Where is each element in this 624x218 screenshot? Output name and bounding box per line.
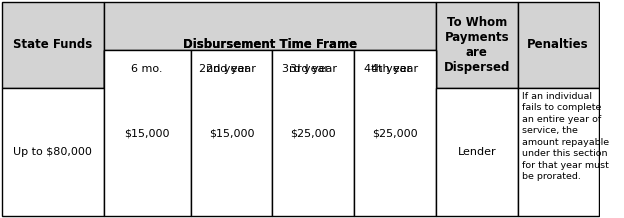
Bar: [104, 50, 190, 88]
Text: 4th year: 4th year: [364, 64, 411, 74]
Bar: [104, 50, 190, 216]
Text: Disbursement Time Frame: Disbursement Time Frame: [183, 39, 357, 51]
Bar: [272, 50, 354, 88]
Text: Up to $80,000: Up to $80,000: [14, 147, 92, 157]
Bar: [354, 50, 436, 216]
Text: Disbursement Time Frame: Disbursement Time Frame: [183, 39, 357, 51]
Bar: [518, 2, 598, 88]
Bar: [2, 88, 104, 216]
Bar: [354, 50, 436, 88]
Text: Lender: Lender: [457, 147, 496, 157]
Text: State Funds: State Funds: [13, 39, 92, 51]
Text: $15,000: $15,000: [208, 128, 254, 138]
Text: $15,000: $15,000: [124, 128, 170, 138]
Text: Penalties: Penalties: [527, 39, 589, 51]
Text: 4th year: 4th year: [371, 64, 419, 74]
Text: 2nd year: 2nd year: [207, 64, 256, 74]
Bar: [518, 88, 598, 216]
Bar: [436, 88, 518, 216]
Text: $25,000: $25,000: [290, 128, 336, 138]
Text: To Whom
Payments
are
Dispersed: To Whom Payments are Dispersed: [444, 16, 510, 74]
Bar: [272, 50, 354, 216]
Text: 3rd year: 3rd year: [282, 64, 329, 74]
Bar: [104, 2, 436, 88]
Text: 6 mo.: 6 mo.: [132, 64, 163, 74]
Bar: [190, 50, 272, 216]
Bar: [190, 50, 272, 88]
Bar: [2, 2, 104, 88]
Bar: [436, 2, 518, 88]
Text: $25,000: $25,000: [372, 128, 418, 138]
Text: If an individual
fails to complete
an entire year of
service, the
amount repayab: If an individual fails to complete an en…: [522, 92, 608, 181]
Text: 2nd year: 2nd year: [199, 64, 248, 74]
Text: 3rd year: 3rd year: [290, 64, 337, 74]
